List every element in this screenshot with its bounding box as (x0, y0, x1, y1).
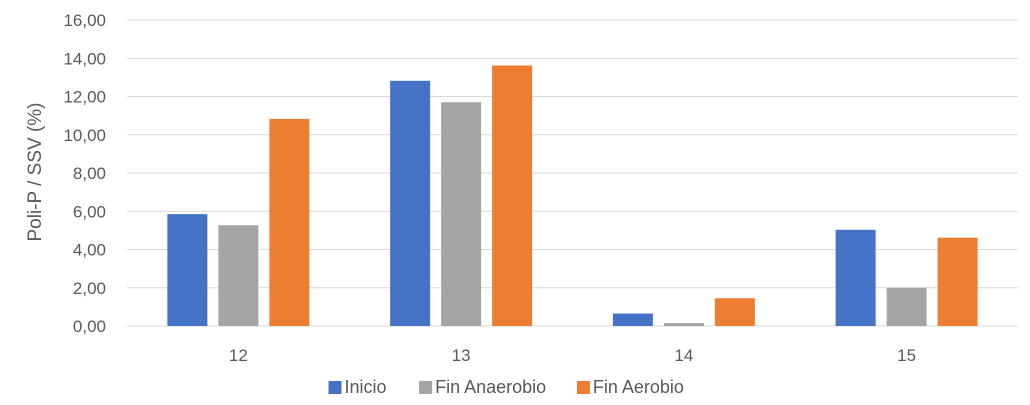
bar-fin-aerobio-12 (269, 118, 310, 326)
bar-fin-anaerobio-12 (218, 225, 259, 326)
legend-swatch (419, 381, 433, 394)
x-tick-label: 15 (897, 346, 916, 365)
y-tick-label: 2,00 (73, 279, 106, 298)
bar-fin-anaerobio-15 (886, 287, 927, 326)
bar-fin-aerobio-13 (492, 65, 533, 326)
y-tick-label: 12,00 (63, 88, 106, 107)
y-axis-title: Poli-P / SSV (%) (25, 102, 46, 241)
bar-fin-anaerobio-13 (441, 102, 482, 326)
legend-item-fin-aerobio: Fin Aerobio (576, 377, 684, 397)
y-tick-label: 10,00 (63, 126, 106, 145)
bar-fin-anaerobio-14 (663, 323, 704, 326)
y-tick-label: 16,00 (63, 11, 106, 30)
x-tick-label: 12 (229, 346, 248, 365)
y-tick-label: 8,00 (73, 164, 106, 183)
legend-label: Inicio (345, 377, 387, 397)
legend-swatch (328, 381, 342, 394)
x-tick-label: 13 (452, 346, 471, 365)
y-tick-label: 6,00 (73, 202, 106, 221)
bar-fin-aerobio-15 (937, 237, 978, 326)
bars (167, 65, 978, 326)
legend: Inicio Fin Anaerobio Fin Aerobio (328, 377, 684, 397)
x-tick-label: 14 (674, 346, 693, 365)
bar-inicio-13 (390, 80, 431, 326)
x-axis-ticks: 12 13 14 15 (229, 346, 916, 365)
legend-label: Fin Anaerobio (435, 377, 546, 397)
y-tick-label: 4,00 (73, 241, 106, 260)
legend-item-inicio: Inicio (328, 377, 387, 397)
legend-swatch (576, 381, 590, 394)
y-tick-label: 0,00 (73, 317, 106, 336)
legend-item-fin-anaerobio: Fin Anaerobio (419, 377, 546, 397)
bar-inicio-12 (167, 214, 208, 326)
bar-inicio-14 (612, 313, 653, 326)
y-axis-ticks: 0,00 2,00 4,00 6,00 8,00 10,00 12,00 14,00 16,00 (63, 11, 106, 336)
bar-fin-aerobio-14 (714, 298, 755, 326)
legend-label: Fin Aerobio (593, 377, 684, 397)
gridlines (127, 19, 1018, 327)
y-tick-label: 14,00 (63, 49, 106, 68)
bar-inicio-15 (835, 229, 876, 326)
